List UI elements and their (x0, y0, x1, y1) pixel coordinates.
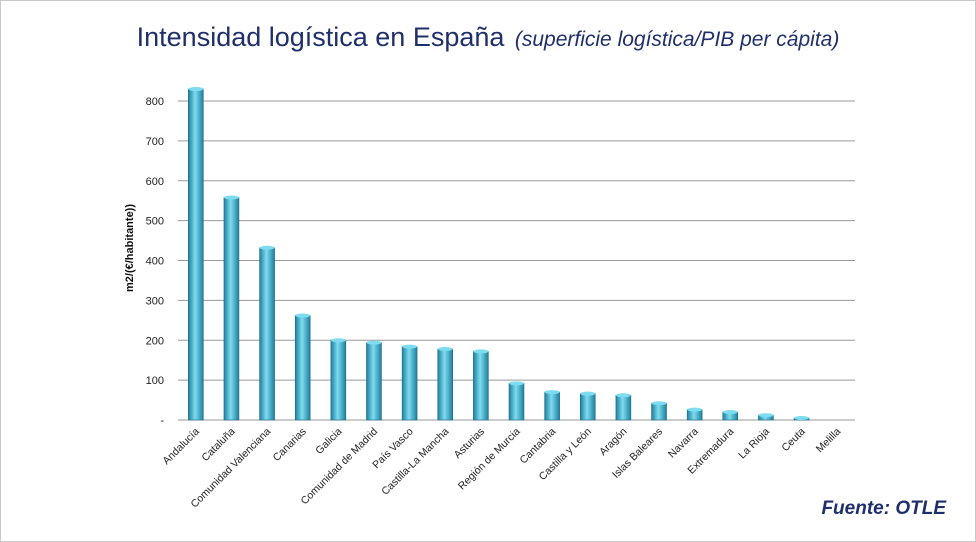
bar (330, 339, 347, 421)
y-tick-label: 800 (146, 96, 164, 108)
bar (223, 197, 240, 421)
bar-cap (794, 416, 810, 421)
bar (437, 348, 454, 421)
y-tick-label: 400 (146, 256, 164, 268)
bar-cap (366, 340, 382, 345)
bar-cap (544, 390, 560, 395)
bar-cap (295, 313, 311, 318)
bar (294, 315, 311, 421)
chart-title-main: Intensidad logística en España (136, 22, 505, 52)
bar-cap (188, 87, 204, 92)
bar (188, 88, 204, 421)
bar (579, 393, 596, 421)
bar (508, 383, 525, 421)
x-category-label: Andalucía (160, 426, 202, 468)
chart-title: Intensidad logística en España (superfic… (0, 22, 976, 53)
x-category-label: Navarra (666, 426, 701, 461)
bar-cap (509, 381, 524, 386)
y-tick-label: 500 (146, 216, 164, 228)
bar-cap (330, 338, 346, 343)
bar (615, 394, 632, 421)
source-note: Fuente: OTLE (821, 498, 946, 519)
x-category-label: Canarias (271, 426, 309, 464)
bar-cap (473, 349, 489, 354)
y-tick-label: 200 (146, 335, 164, 347)
y-tick-label: - (160, 415, 164, 427)
x-category-label: Ceuta (779, 426, 807, 454)
bar-cap (223, 195, 239, 200)
bars (188, 87, 810, 421)
bar-cap (758, 413, 774, 418)
chart-title-subtitle: (superficie logística/PIB per cápita) (514, 28, 840, 51)
y-tick-label: 300 (146, 295, 164, 307)
bar (544, 391, 560, 421)
bar-cap (651, 401, 667, 406)
bar-cap (437, 347, 453, 352)
x-category-label: La Rioja (736, 426, 772, 462)
bar-cap (402, 344, 418, 349)
bar-cap (259, 245, 275, 250)
bar (651, 402, 667, 421)
bar-cap (722, 410, 738, 415)
bar-cap (580, 391, 596, 396)
x-category-label: Aragón (597, 426, 630, 459)
x-category-label: Asturias (452, 426, 487, 461)
x-category-label: Galicia (313, 426, 344, 457)
y-tick-label: 600 (146, 176, 164, 188)
y-tick-label: 700 (146, 136, 164, 148)
x-category-label: Región de Murcia (456, 426, 523, 493)
grid-lines (178, 100, 855, 421)
y-tick-label: 100 (146, 375, 164, 387)
y-tick-labels: - 100 200 300 400 500 600 700 800 (146, 96, 165, 427)
bar (401, 346, 418, 421)
bar (366, 342, 382, 421)
x-category-label: Castilla-La Mancha (379, 426, 451, 498)
bar (259, 247, 275, 421)
y-axis-label: m2/(€/habitante)) (124, 204, 136, 292)
bar-cap (615, 393, 631, 398)
bar-cap (687, 407, 703, 412)
bar (473, 351, 489, 421)
x-category-label: Melilla (814, 426, 844, 456)
